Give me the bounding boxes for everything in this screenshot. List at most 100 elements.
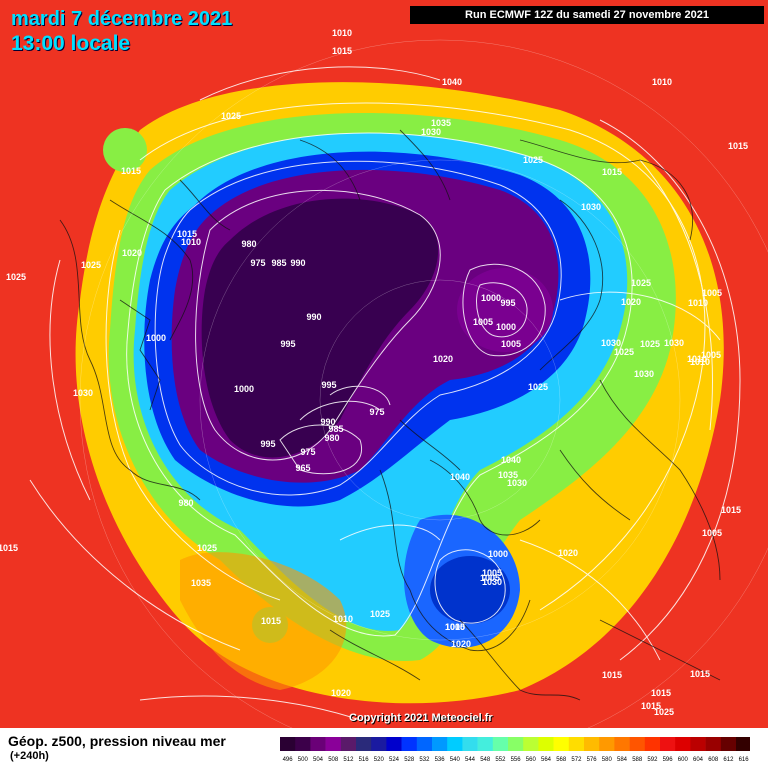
scale-swatch <box>599 737 615 751</box>
isobar-label: 1030 <box>601 338 621 348</box>
isobar-label: 1030 <box>581 202 601 212</box>
isobar-label: 980 <box>241 239 256 249</box>
scale-tick-label: 500 <box>298 757 309 763</box>
isobar-label: 1025 <box>614 347 634 357</box>
scale-swatch <box>660 737 676 751</box>
isobar-label: 1010 <box>690 357 710 367</box>
colour-scale: 496 500 504 508 512 516 520 524 528 532 536 540 544 5… <box>280 737 750 763</box>
isobar-label: 1015 <box>721 505 741 515</box>
scale-swatch <box>538 737 554 751</box>
scale-swatch <box>477 737 494 751</box>
isobar-label: 1005 <box>701 350 721 360</box>
isobar-label: 1020 <box>621 297 641 307</box>
isobar-label: 1025 <box>528 382 548 392</box>
isobar-label: 990 <box>306 312 321 322</box>
scale-tick-label: 584 <box>617 757 628 763</box>
isobar-label: 1010 <box>332 28 352 38</box>
scale-swatch <box>675 737 691 751</box>
isobar-label: 1005 <box>702 288 722 298</box>
isobar-label: 1035 <box>431 118 451 128</box>
scale-tick-label: 504 <box>313 757 324 763</box>
isobar-label: 1010 <box>445 622 465 632</box>
isobar-label: 1030 <box>421 127 441 137</box>
scale-tick-label: 536 <box>435 757 446 763</box>
scale-tick-label: 564 <box>541 757 552 763</box>
scale-tick-label: 592 <box>647 757 658 763</box>
isobar-label: 1000 <box>488 549 508 559</box>
isobar-label: 1030 <box>482 577 502 587</box>
scale-tick-label: 548 <box>480 757 491 763</box>
scale-swatch <box>720 737 737 751</box>
coastlines <box>59 129 721 701</box>
isobar-label: 1000 <box>496 322 516 332</box>
isobar-label: 1025 <box>654 707 674 717</box>
scale-tick-label: 508 <box>328 757 339 763</box>
scale-swatch <box>736 737 750 751</box>
orange-band-atlantic <box>180 552 347 690</box>
scale-tick-label: 540 <box>450 757 461 763</box>
isobar-label: 1040 <box>442 77 462 87</box>
isobar-label: 1015 <box>690 669 710 679</box>
isobar-label: 1025 <box>631 278 651 288</box>
scale-tick-label: 496 <box>283 757 294 763</box>
isobar-label: 1030 <box>73 388 93 398</box>
scale-tick-label: 608 <box>708 757 719 763</box>
scale-tick-label: 576 <box>587 757 598 763</box>
isobar-label: 1035 <box>191 578 211 588</box>
isobar-label: 1030 <box>507 478 527 488</box>
europe-low <box>430 556 510 624</box>
scale-swatch <box>523 737 539 751</box>
isobar-label: 990 <box>320 417 335 427</box>
isobar-label: 1015 <box>602 670 622 680</box>
isobar-contours <box>29 66 741 721</box>
isobar-label: 1015 <box>728 141 748 151</box>
isobar-label: 1015 <box>332 46 352 56</box>
scale-tick-label: 580 <box>602 757 613 763</box>
scale-swatch <box>325 737 342 751</box>
isobar-label: 1000 <box>234 384 254 394</box>
forecast-date: mardi 7 décembre 2021 <box>11 8 233 30</box>
scale-swatch <box>280 737 296 751</box>
green-cell-northwest <box>103 128 147 172</box>
scale-swatch <box>553 737 570 751</box>
isobar-label: 1025 <box>523 155 543 165</box>
isobar-label: 1030 <box>664 338 684 348</box>
isobar-label: 995 <box>280 339 295 349</box>
east-low <box>457 268 553 352</box>
isobar-label: 1000 <box>481 293 501 303</box>
isobar-label: 1020 <box>122 248 142 258</box>
isobar-label: 980 <box>178 498 193 508</box>
isobar-label: 975 <box>300 447 315 457</box>
scale-swatch <box>310 737 326 751</box>
scale-swatch <box>492 737 509 751</box>
scale-swatch <box>447 737 463 751</box>
isobar-label: 1015 <box>651 688 671 698</box>
scale-tick-label: 612 <box>723 757 734 763</box>
isobar-label: 1010 <box>181 237 201 247</box>
scale-tick-label: 544 <box>465 757 476 763</box>
latitude-graticule <box>79 39 768 728</box>
isobar-label: 1040 <box>501 455 521 465</box>
model-run-info: Run ECMWF 12Z du samedi 27 novembre 2021 <box>410 6 764 24</box>
isobar-label: 1015 <box>0 543 18 553</box>
isobar-label: 1015 <box>121 166 141 176</box>
isobar-label: 1005 <box>482 568 502 578</box>
isobar-label: 1005 <box>473 317 493 327</box>
isobar-label: 1020 <box>433 354 453 364</box>
scale-swatch <box>508 737 524 751</box>
isobar-label: 1035 <box>498 470 518 480</box>
scale-tick-label: 516 <box>359 757 370 763</box>
isobar-label: 1010 <box>687 354 707 364</box>
isobar-label: 1025 <box>640 339 660 349</box>
scale-tick-label: 604 <box>693 757 704 763</box>
scale-swatch <box>356 737 372 751</box>
isobar-label: 1015 <box>261 616 281 626</box>
scale-tick-label: 568 <box>556 757 567 763</box>
isobar-label: 1025 <box>6 272 26 282</box>
isobar-label: 1005 <box>445 622 465 632</box>
isobar-label: 965 <box>295 463 310 473</box>
scale-tick-label: 524 <box>389 757 400 763</box>
scale-swatch <box>705 737 722 751</box>
